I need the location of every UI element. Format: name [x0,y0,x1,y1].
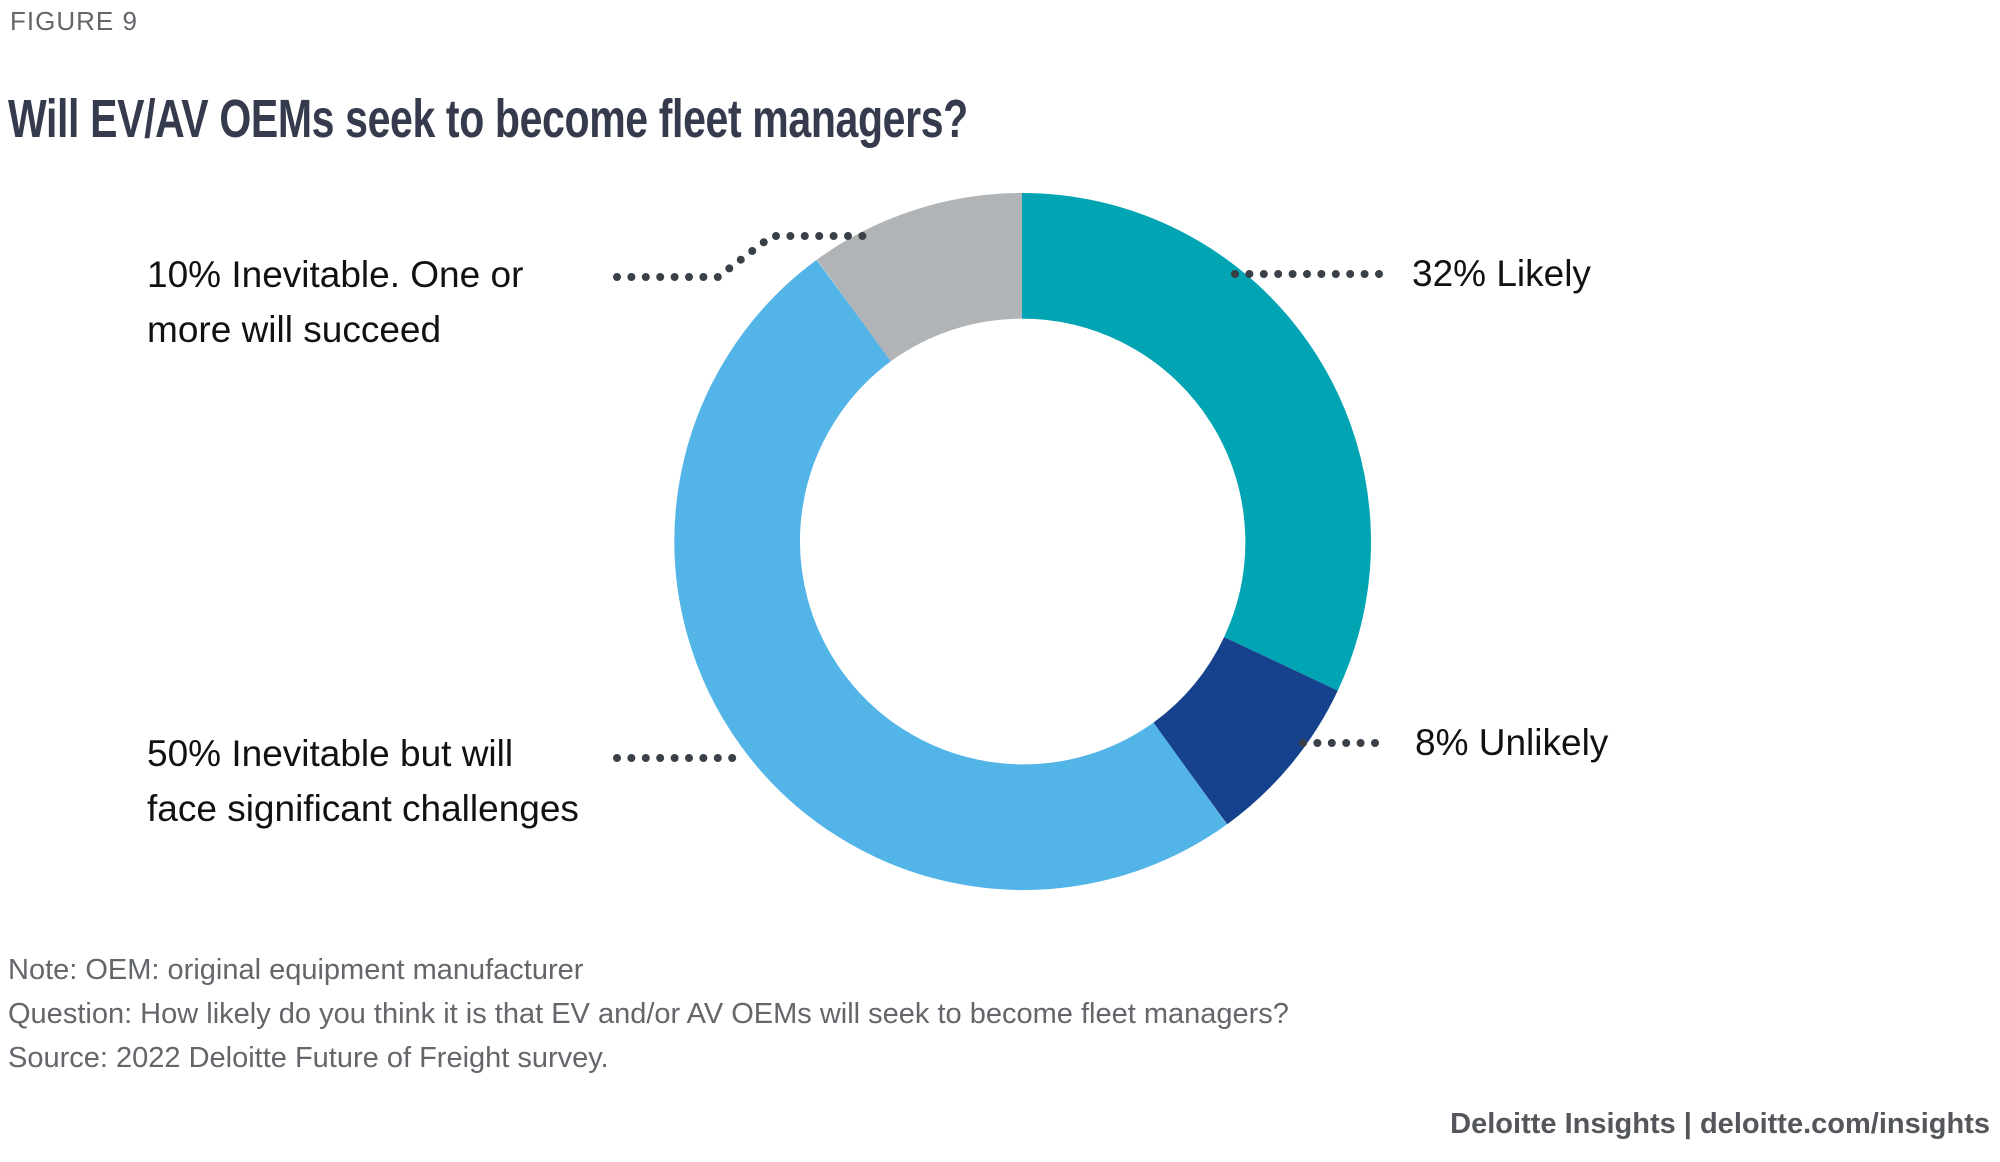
callout-inevitable-challenges: 50% Inevitable but will face significant… [147,726,579,836]
donut-segment-unlikely [1152,635,1338,825]
note-line: Note: OEM: original equipment manufactur… [8,954,584,986]
question-line: Question: How likely do you think it is … [8,998,1289,1030]
callout-inevitable-challenges-line2: face significant challenges [147,788,579,829]
page-title: Will EV/AV OEMs seek to become fleet man… [8,89,968,150]
footer-attribution: Deloitte Insights | deloitte.com/insight… [1450,1108,1990,1140]
donut-segment-likely [1020,193,1371,691]
donut-segment-inevitable-but-will-face-significant-challenges [674,259,1227,890]
source-line: Source: 2022 Deloitte Future of Freight … [8,1042,609,1074]
callout-inevitable-challenges-line1: 50% Inevitable but will [147,733,514,774]
callout-likely-label: 32% Likely [1412,253,1591,294]
callout-unlikely: 8% Unlikely [1415,721,1608,765]
callout-inevitable-succeed: 10% Inevitable. One or more will succeed [147,247,523,357]
callout-inevitable-succeed-line2: more will succeed [147,309,442,350]
donut-segment-inevitable-one-or-more-will-succeed [816,193,1024,363]
callout-likely: 32% Likely [1412,252,1591,296]
callout-unlikely-label: 8% Unlikely [1415,722,1609,763]
figure-label: FIGURE 9 [10,6,138,36]
notes-block: Note: OEM: original equipment manufactur… [8,948,1289,1080]
callout-inevitable-succeed-line1: 10% Inevitable. One or [147,254,524,295]
leader-inevitable-succeed [613,232,877,281]
